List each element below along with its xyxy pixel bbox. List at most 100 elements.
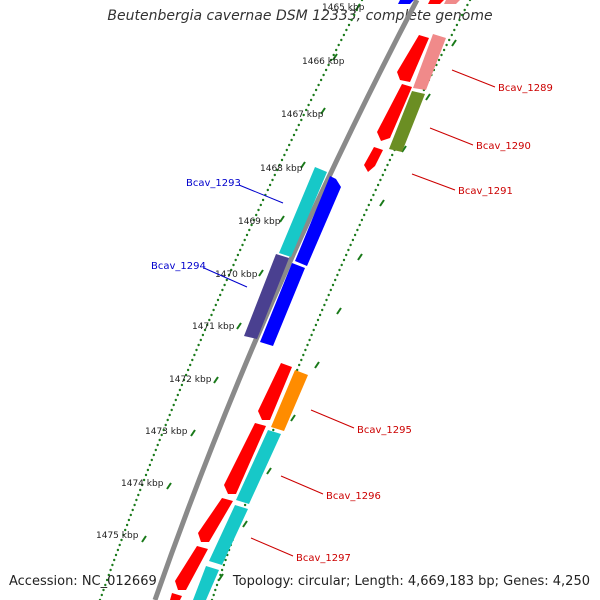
tick-dot <box>324 68 328 72</box>
tick-dot <box>360 218 364 222</box>
tick-dot <box>245 233 249 237</box>
tick-dot <box>230 268 233 272</box>
tick-dot <box>363 213 366 217</box>
tick-dot <box>304 348 307 352</box>
gene-arrow <box>198 498 233 542</box>
tick-dot <box>306 343 309 347</box>
tick-dot <box>319 78 323 82</box>
gene-arrow <box>377 84 412 141</box>
tick-dot <box>189 363 192 367</box>
tick-dot <box>327 63 330 67</box>
gene-arrow <box>193 566 219 600</box>
tick-dot <box>345 28 348 32</box>
tick-dot <box>323 303 326 307</box>
tick-dot <box>186 368 190 372</box>
tick-dot <box>214 588 217 592</box>
tick-dot <box>302 113 305 117</box>
tick-dot <box>466 3 469 7</box>
tick-dot <box>125 523 129 527</box>
tick-label: 1468 kbp <box>260 164 303 174</box>
gene-label-bcav-1294: Bcav_1294 <box>151 261 206 272</box>
tick-dot <box>331 283 335 287</box>
tick-dot <box>148 463 152 467</box>
tick-label: 1475 kbp <box>96 531 139 541</box>
tick-dot <box>259 203 262 207</box>
tick-dot <box>379 178 382 182</box>
tick-dot <box>317 83 320 87</box>
tick-dot <box>376 183 380 187</box>
tick-dot <box>114 553 118 557</box>
tick-dot <box>273 173 276 177</box>
gene-arrow <box>279 167 327 257</box>
tick-dot <box>131 508 134 512</box>
tick-dot <box>113 558 116 562</box>
tick-dot <box>139 488 142 492</box>
gene-arrow <box>295 176 341 266</box>
tick-dot <box>316 318 320 322</box>
tick-dot <box>292 133 296 137</box>
tick-dot <box>127 518 131 522</box>
gene-arrow <box>170 593 182 600</box>
tick-dot <box>135 498 138 502</box>
tick-dot <box>252 218 256 222</box>
tick-dot <box>129 513 132 517</box>
tick-dot <box>369 198 373 202</box>
gene-arrow <box>244 254 289 339</box>
gene-label-bcav-1296: Bcav_1296 <box>326 491 381 502</box>
tick-dot <box>338 268 341 272</box>
tick-dot <box>107 573 111 577</box>
tick-dot <box>383 168 387 172</box>
tick-dot <box>164 423 167 427</box>
tick-dot <box>353 13 356 17</box>
tick-dot <box>255 213 258 217</box>
tick-dot <box>463 8 466 12</box>
tick-dot <box>248 228 251 232</box>
tick-dot <box>193 353 196 357</box>
tick-dot <box>227 273 231 277</box>
tick-dot <box>295 128 298 132</box>
tick-dot <box>216 298 220 302</box>
tick-dot <box>137 493 140 497</box>
tick-dot <box>219 293 222 297</box>
gene-arrow <box>428 0 444 4</box>
tick-dot <box>172 403 175 407</box>
tick-dot <box>156 443 159 447</box>
tick-dot <box>318 313 322 317</box>
tick-dot <box>345 253 348 257</box>
tick-dot <box>278 163 281 167</box>
tick-dot <box>314 88 318 92</box>
tick-dot <box>300 118 303 122</box>
tick-dot <box>367 203 370 207</box>
tick-dot <box>374 188 377 192</box>
tick-dot <box>234 258 237 262</box>
tick-dot <box>266 188 269 192</box>
tick-dot <box>152 453 155 457</box>
tick-dot <box>111 563 114 567</box>
tick-dot <box>142 478 146 482</box>
tick-dot <box>197 343 200 347</box>
tick-dot <box>215 583 219 587</box>
tick-dot <box>144 473 148 477</box>
tick-dot <box>276 168 279 172</box>
tick-dot <box>308 338 311 342</box>
feature-tracks <box>170 0 460 600</box>
tick-dot <box>283 153 286 157</box>
tick-dot <box>220 568 224 572</box>
tick-dot <box>455 23 459 27</box>
tick-dot <box>285 148 288 152</box>
tick-dot <box>158 438 161 442</box>
tick-label: 1473 kbp <box>145 427 188 437</box>
tick-dot <box>329 288 332 292</box>
tick-dot <box>166 418 169 422</box>
tick-dot <box>116 548 120 552</box>
tick-dot <box>236 253 240 257</box>
leader-lines <box>203 69 496 557</box>
gene-arrow <box>389 91 425 152</box>
tick-dot <box>325 298 328 302</box>
tick-dot <box>180 383 184 387</box>
gene-arrow <box>236 430 281 504</box>
gene-arrow <box>258 363 292 420</box>
tick-dot <box>239 248 242 252</box>
